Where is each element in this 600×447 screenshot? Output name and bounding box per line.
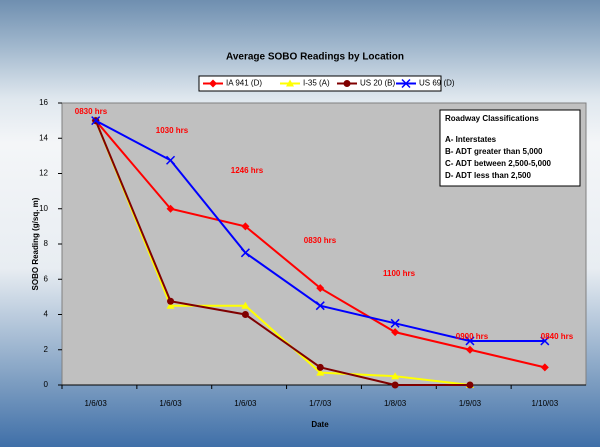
y-tick-label: 14 <box>39 133 48 142</box>
annotation: 0840 hrs <box>541 332 574 341</box>
marker <box>344 80 351 87</box>
y-tick-label: 2 <box>44 345 49 354</box>
chart: Average SOBO Readings by Location Date S… <box>0 0 600 447</box>
text-box-line: B- ADT greater than 5,000 <box>445 147 543 156</box>
text-box-line: A- Interstates <box>445 135 497 144</box>
y-tick-label: 12 <box>39 169 48 178</box>
legend-label: IA 941 (D) <box>226 79 262 88</box>
y-tick-label: 8 <box>44 239 49 248</box>
text-box-title: Roadway Classifications <box>445 114 539 123</box>
legend-label: US 69 (D) <box>419 79 455 88</box>
y-tick-label: 4 <box>44 310 49 319</box>
text-box-line: D- ADT less than 2,500 <box>445 171 532 180</box>
x-tick-label: 1/6/03 <box>85 399 108 408</box>
marker <box>242 311 249 318</box>
x-axis-label: Date <box>311 420 329 429</box>
annotation: 0900 hrs <box>456 332 489 341</box>
marker <box>392 382 399 389</box>
text-box-line: C- ADT between 2,500-5,000 <box>445 159 552 168</box>
x-tick-label: 1/10/03 <box>531 399 558 408</box>
y-tick-label: 16 <box>39 98 48 107</box>
legend-label: US 20 (B) <box>360 79 395 88</box>
x-tick-label: 1/9/03 <box>459 399 482 408</box>
slide: Average SOBO Readings by Location Date S… <box>0 0 600 447</box>
x-tick-label: 1/6/03 <box>234 399 257 408</box>
annotation: 0830 hrs <box>75 107 108 116</box>
marker <box>317 364 324 371</box>
marker <box>167 298 174 305</box>
y-tick-label: 6 <box>44 274 49 283</box>
x-tick-label: 1/8/03 <box>384 399 407 408</box>
chart-title: Average SOBO Readings by Location <box>226 52 404 63</box>
annotation: 1030 hrs <box>156 126 189 135</box>
legend-label: I-35 (A) <box>303 79 330 88</box>
annotation: 1246 hrs <box>231 166 264 175</box>
marker <box>466 382 473 389</box>
x-tick-label: 1/6/03 <box>159 399 182 408</box>
annotation: 0830 hrs <box>304 236 337 245</box>
x-tick-label: 1/7/03 <box>309 399 332 408</box>
y-tick-label: 10 <box>39 204 48 213</box>
annotation: 1100 hrs <box>383 269 416 278</box>
y-tick-label: 0 <box>44 380 49 389</box>
